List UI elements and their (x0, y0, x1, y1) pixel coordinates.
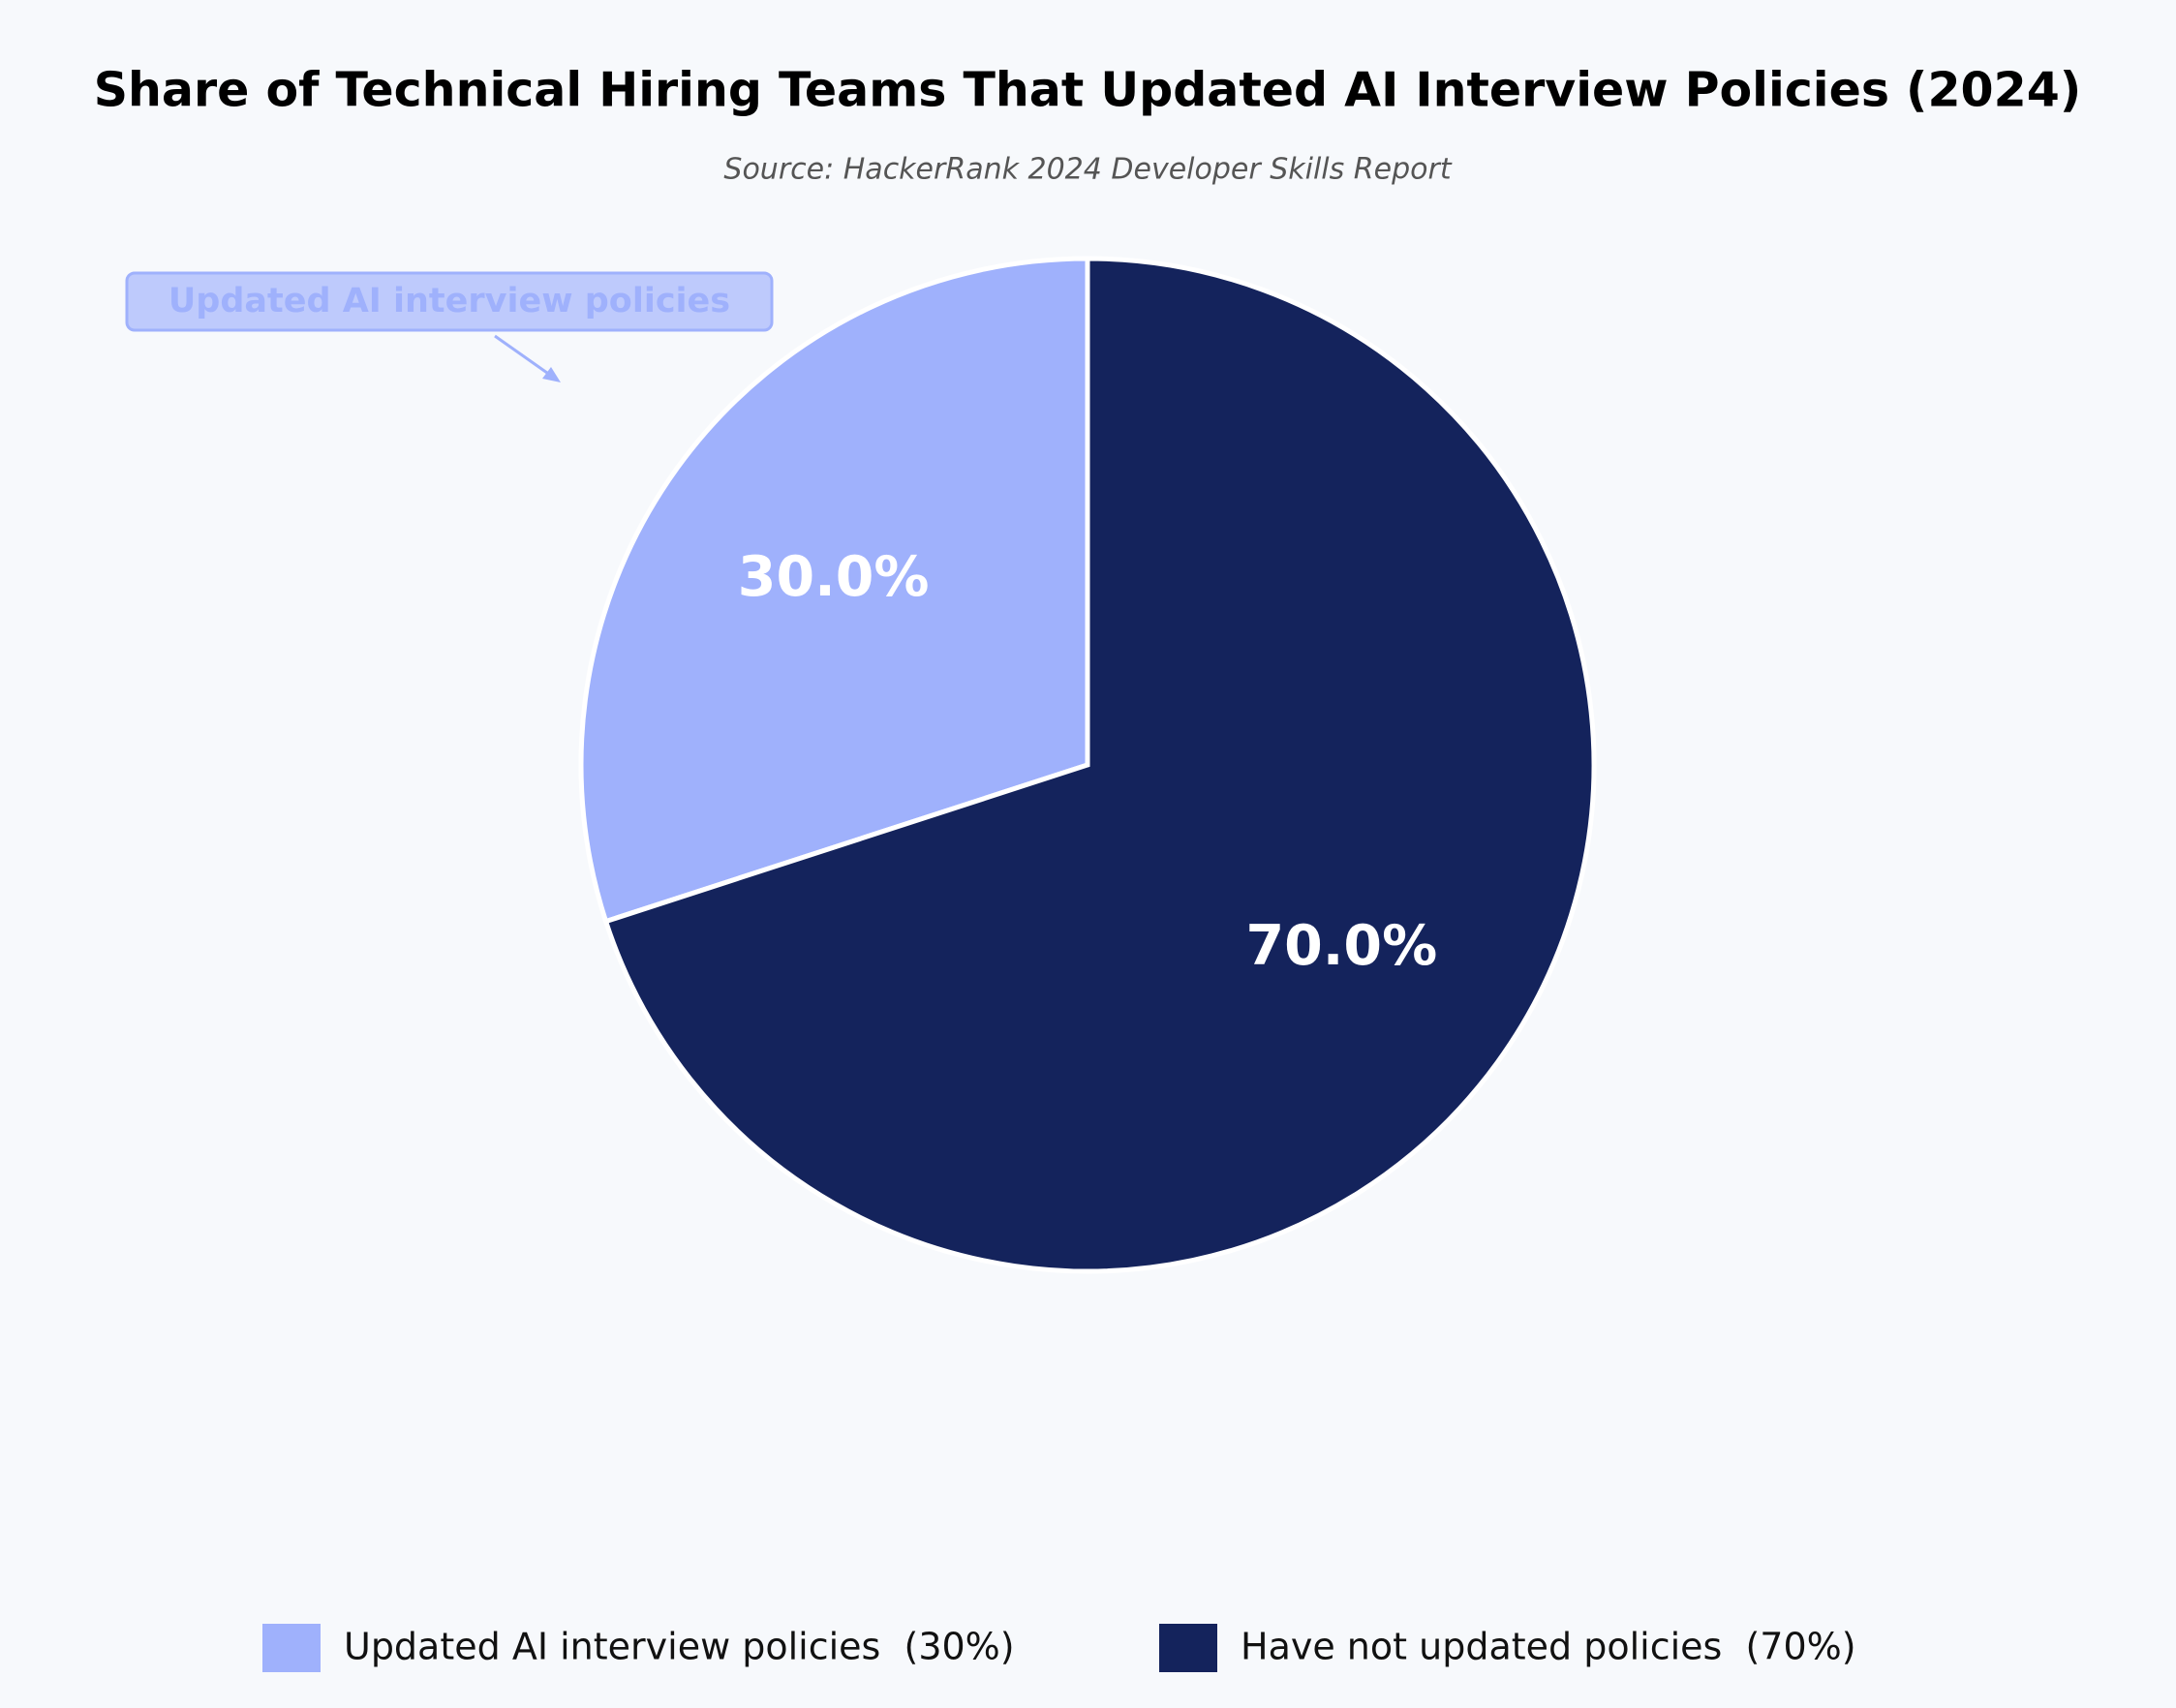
annotation: Updated AI interview policies (169, 282, 730, 320)
pie-wedge (578, 256, 1090, 925)
legend-label: Have not updated policies (70%) (1241, 1626, 1856, 1668)
legend-swatch (1159, 1624, 1217, 1672)
value-label: 70.0% (1245, 914, 1437, 978)
pie: 30.0% 70.0% (578, 256, 1597, 1274)
annotation-arrow (494, 334, 555, 380)
legend: Updated AI interview policies (30%) Have … (262, 1624, 1856, 1672)
legend-label: Updated AI interview policies (30%) (344, 1626, 1015, 1668)
annotation-box (125, 271, 774, 332)
chart-subtitle: Source: HackerRank 2024 Developer Skills… (723, 153, 1452, 187)
chart-title: Share of Technical Hiring Teams That Upd… (94, 63, 2081, 118)
annotation-arrowhead (542, 367, 561, 382)
value-label: 30.0% (738, 545, 930, 609)
pie-wedge (602, 256, 1597, 1274)
legend-swatch (262, 1624, 321, 1672)
